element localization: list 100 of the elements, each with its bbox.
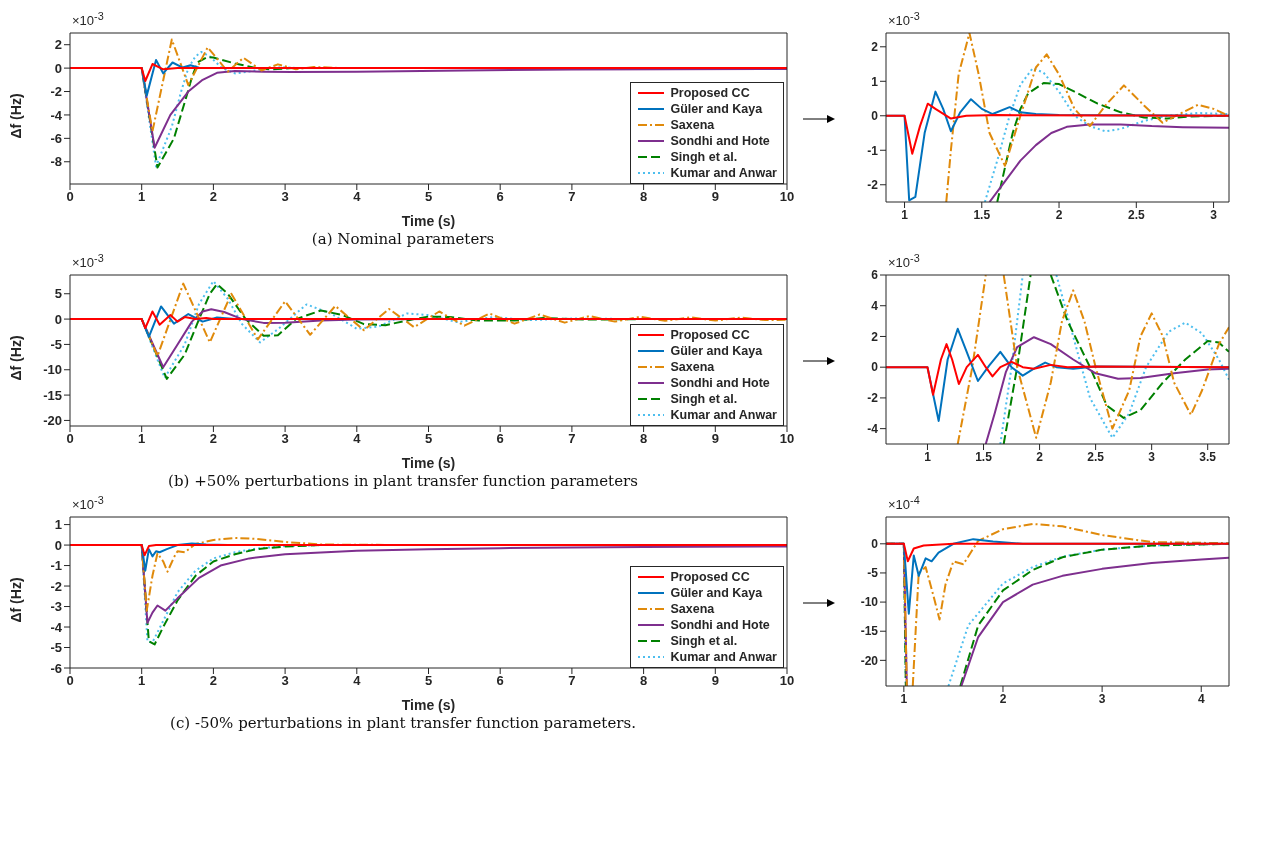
legend-label: Kumar and Anwar (670, 407, 777, 423)
x-tick-label: 5 (424, 673, 433, 689)
x-tick-label: 3.5 (1199, 449, 1217, 464)
y-tick-label: 0 (54, 537, 62, 553)
x-tick-label: 1 (924, 449, 932, 464)
x-tick-label: 1 (138, 431, 146, 447)
x-tick-label: 4 (353, 431, 362, 447)
legend-label: Saxena (670, 359, 715, 375)
text: ×10$^{-3}$ (72, 494, 104, 513)
text: (c) -50% perturbations in plant transfer function parameters. (169, 714, 637, 732)
y-tick-label: -20 (43, 413, 62, 429)
x-tick-label: 0 (66, 189, 74, 205)
x-tick-label: 6 (496, 431, 504, 447)
x-axis-title: Time (s) (401, 455, 456, 471)
y-tick-label: -4 (50, 619, 63, 635)
y-tick-label: -20 (860, 653, 879, 668)
x-tick-label: 7 (568, 673, 576, 689)
y-tick-label: -3 (50, 599, 62, 615)
x-tick-label: 8 (639, 673, 648, 689)
y-tick-label: -15 (860, 624, 879, 639)
x-tick-label: 6 (496, 189, 504, 205)
y-tick-label: 0 (54, 60, 62, 76)
x-tick-label: 3 (1148, 449, 1156, 464)
y-tick-label: -2 (50, 578, 62, 594)
y-tick-label: -1 (867, 143, 879, 158)
x-tick-label: 4 (1197, 691, 1205, 706)
x-tick-label: 2 (1036, 449, 1044, 464)
y-tick-label: 0 (871, 109, 879, 124)
x-tick-label: 0 (66, 673, 74, 689)
line-series (886, 102, 1229, 155)
legend-label: Sondhi and Hote (670, 375, 770, 391)
x-tick-label: 2 (209, 189, 218, 205)
legend-label: Proposed CC (670, 327, 750, 343)
line-series (886, 343, 1229, 396)
x-tick-label: 9 (711, 189, 719, 205)
legend-label: Proposed CC (670, 85, 750, 101)
text: ×10$^{-3}$ (72, 252, 104, 271)
y-tick-label: -2 (867, 178, 879, 193)
legend-label: Sondhi and Hote (670, 133, 770, 149)
y-tick-label: -5 (50, 337, 62, 353)
y-tick-label: -8 (50, 154, 62, 170)
y-axis-title: Δf (Hz) (7, 93, 24, 139)
text: (a) Nominal parameters (310, 230, 496, 248)
y-tick-label: -4 (867, 421, 879, 436)
y-axis-title: Δf (Hz) (7, 335, 24, 381)
legend-label: Saxena (670, 117, 715, 133)
line-series (886, 542, 1229, 563)
legend-label: Güler and Kaya (670, 101, 763, 117)
legend-label: Singh et al. (670, 391, 738, 407)
x-tick-label: 3 (281, 673, 289, 689)
legend-label: Saxena (670, 601, 715, 617)
x-tick-label: 3 (1210, 207, 1218, 222)
legend-label: Sondhi and Hote (670, 617, 770, 633)
x-tick-label: 2 (209, 431, 218, 447)
x-tick-label: 2.5 (1087, 449, 1105, 464)
y-tick-label: 2 (871, 329, 879, 344)
x-tick-label: 3 (1098, 691, 1106, 706)
x-axis-title: Time (s) (401, 213, 456, 229)
y-tick-label: -6 (50, 130, 62, 146)
y-tick-label: -6 (50, 660, 62, 676)
text: ×10$^{-4}$ (888, 494, 920, 513)
x-tick-label: 9 (711, 673, 719, 689)
x-tick-label: 2 (209, 673, 218, 689)
x-tick-label: 3 (281, 189, 289, 205)
y-tick-label: -2 (867, 391, 879, 406)
y-tick-label: -4 (50, 107, 63, 123)
x-tick-label: 5 (424, 189, 433, 205)
y-tick-label: -10 (860, 595, 879, 610)
x-tick-label: 2 (1055, 207, 1063, 222)
x-tick-label: 1 (901, 207, 909, 222)
x-tick-label: 7 (568, 189, 576, 205)
x-tick-label: 3 (281, 431, 289, 447)
y-tick-label: -5 (50, 640, 62, 656)
y-tick-label: 0 (54, 311, 62, 327)
x-tick-label: 4 (353, 673, 362, 689)
y-tick-label: -2 (50, 84, 62, 100)
line-series (70, 310, 787, 330)
y-tick-label: 2 (54, 37, 62, 53)
legend-label: Kumar and Anwar (670, 165, 777, 181)
x-tick-label: 6 (496, 673, 504, 689)
x-axis-title: Time (s) (401, 697, 456, 713)
x-tick-label: 10 (779, 673, 795, 689)
y-tick-label: -15 (43, 387, 62, 403)
x-tick-label: 7 (568, 431, 576, 447)
legend-label: Proposed CC (670, 569, 750, 585)
x-tick-label: 8 (639, 431, 648, 447)
y-axis-title: Δf (Hz) (7, 577, 24, 623)
y-tick-label: 5 (54, 286, 62, 302)
x-tick-label: 1 (138, 673, 146, 689)
x-tick-label: 1.5 (973, 207, 991, 222)
y-tick-label: 4 (871, 298, 879, 313)
x-tick-label: 10 (779, 189, 795, 205)
x-tick-label: 10 (779, 431, 795, 447)
x-tick-label: 1 (900, 691, 908, 706)
x-tick-label: 9 (711, 431, 719, 447)
legend-label: Güler and Kaya (670, 343, 763, 359)
y-tick-label: 0 (871, 537, 879, 552)
x-tick-label: 4 (353, 189, 362, 205)
y-tick-label: -10 (43, 362, 62, 378)
y-tick-label: 2 (871, 40, 879, 55)
